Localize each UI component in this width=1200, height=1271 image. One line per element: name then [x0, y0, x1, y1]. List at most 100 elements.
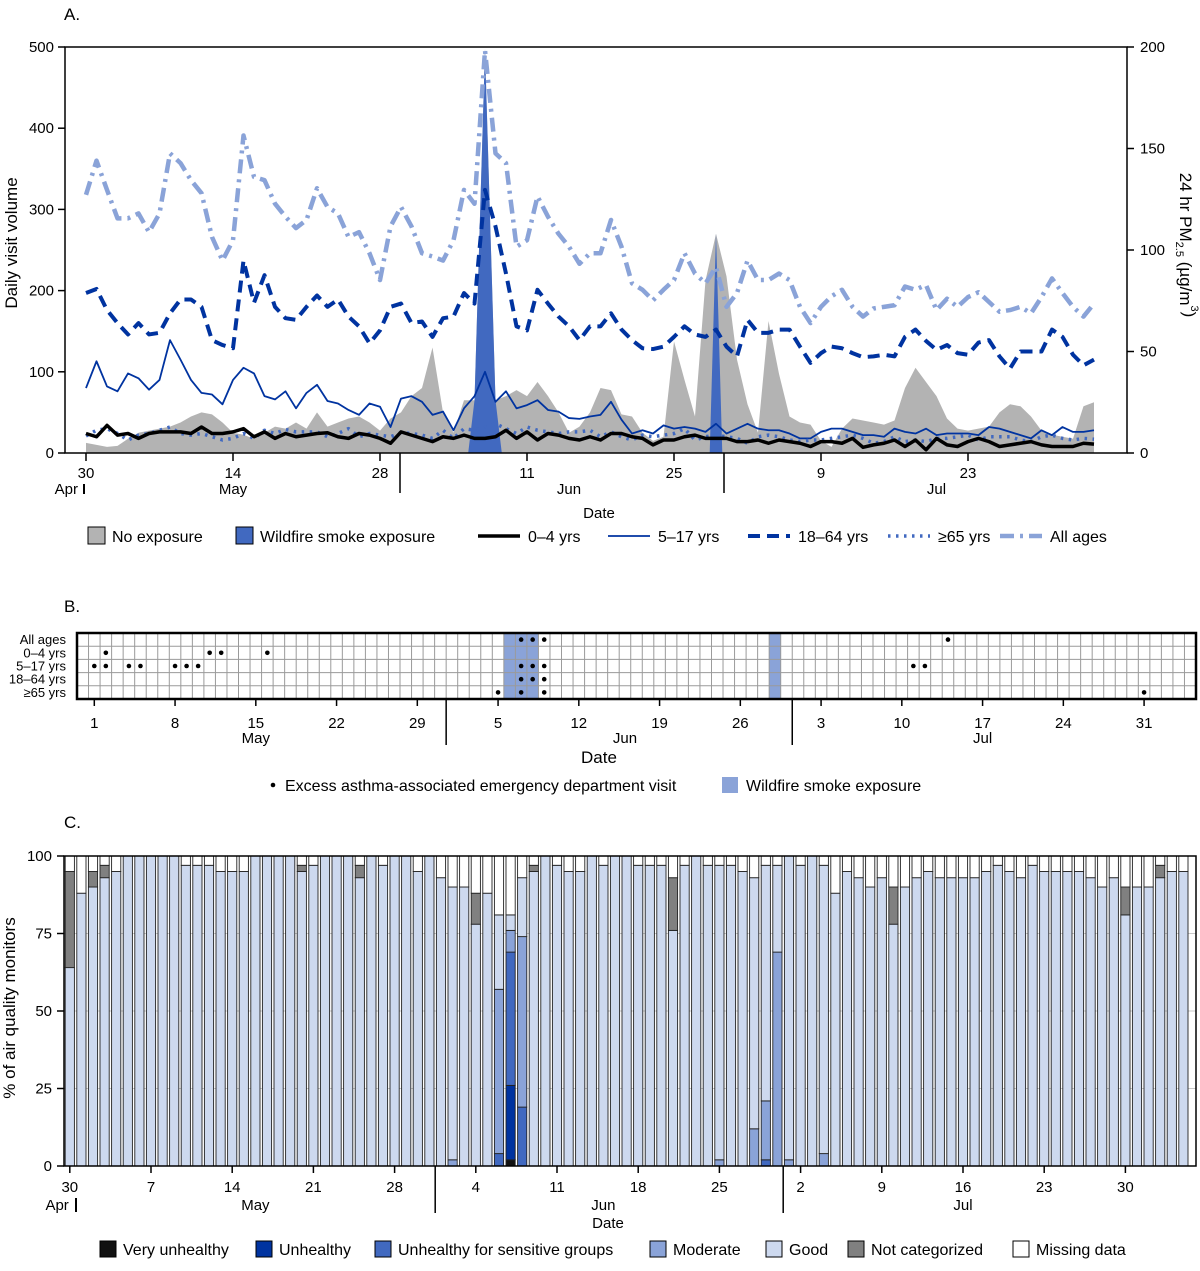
legend-swatch — [99, 1240, 117, 1258]
bar-not_categorized — [87, 871, 99, 888]
bar-good — [795, 864, 806, 1167]
bar-good — [122, 855, 133, 1167]
legend-swatch — [235, 526, 254, 545]
bar-missing — [1097, 855, 1108, 888]
x-tick-label: 9 — [878, 1179, 886, 1196]
bar-good — [401, 855, 412, 1167]
bar-good — [99, 877, 110, 1167]
bar-good — [1178, 871, 1189, 1167]
bar-good — [308, 864, 319, 1167]
bar-usg — [505, 951, 516, 1086]
x-tick-label: 31 — [1136, 715, 1153, 732]
legend-swatch — [649, 1240, 667, 1258]
x-tick-label: 15 — [247, 715, 264, 732]
legend-item-age_0_4: 0–4 yrs — [478, 529, 580, 546]
bar-missing — [192, 855, 203, 866]
bar-missing — [215, 855, 226, 872]
excess-visit-dot — [922, 663, 928, 669]
bar-missing — [633, 855, 644, 866]
x-tick-label: 28 — [372, 465, 389, 482]
bar-good — [250, 855, 261, 1167]
x-tick-label: 30 — [78, 465, 95, 482]
bar-missing — [865, 855, 876, 888]
legend-item-age_5_17: 5–17 yrs — [608, 529, 719, 546]
legend-item-all_ages: All ages — [1000, 529, 1107, 546]
excess-visit-dot — [518, 637, 524, 642]
bar-good — [238, 871, 249, 1167]
bar-good — [981, 871, 992, 1167]
x-tick-label: 4 — [472, 1179, 480, 1196]
bar-good — [911, 877, 922, 1167]
bar-good — [586, 855, 597, 1167]
bar-not_categorized — [296, 864, 307, 872]
legend-item-usg: Unhealthy for sensitive groups — [374, 1240, 613, 1259]
bar-missing — [911, 855, 922, 879]
y-tick-label: 50 — [35, 1003, 52, 1020]
series-line-age_5_17 — [85, 339, 1095, 440]
month-label: Jul — [973, 730, 992, 747]
x-tick-label: 5 — [494, 715, 502, 732]
y-tick-label: 75 — [35, 926, 52, 943]
bar-good — [343, 855, 354, 1167]
excess-visit-dot — [530, 663, 535, 669]
bar-good — [888, 923, 899, 1167]
y2-tick-label: 150 — [1140, 141, 1165, 158]
x-axis-label: Date — [592, 1215, 624, 1232]
bar-good — [841, 871, 853, 1167]
bar-missing — [725, 855, 737, 866]
x-tick-label: 9 — [817, 465, 825, 482]
legend-dot — [270, 782, 276, 788]
bar-good — [505, 914, 516, 931]
bar-good — [946, 877, 957, 1167]
bar-moderate — [447, 1159, 458, 1167]
excess-visit-dot — [138, 663, 143, 669]
bar-good — [366, 855, 377, 1167]
bar-missing — [760, 855, 771, 866]
x-tick-label: 26 — [732, 715, 749, 732]
y-tick-label: 100 — [29, 364, 54, 381]
x-tick-label: 30 — [61, 1179, 78, 1196]
legend-swatch — [722, 777, 738, 793]
bar-good — [470, 923, 481, 1167]
x-tick-label: 16 — [955, 1179, 972, 1196]
legend-label: Missing data — [1036, 1242, 1126, 1259]
bar-missing — [737, 855, 748, 872]
legend-label: ≥65 yrs — [938, 529, 990, 546]
x-axis-label: Date — [583, 505, 615, 522]
excess-visit-dot — [207, 650, 212, 656]
bar-good — [760, 864, 771, 1102]
exposure-column — [769, 633, 781, 699]
bar-missing — [76, 855, 87, 894]
bar-missing — [1131, 855, 1143, 888]
bar-missing — [111, 855, 122, 872]
bar-good — [1120, 914, 1131, 1167]
row-label: 18–64 yrs — [9, 672, 67, 687]
panel-a-label: A. — [64, 5, 80, 24]
month-label: Apr — [45, 1197, 68, 1214]
bar-good — [853, 877, 864, 1167]
excess-visit-dot — [103, 650, 109, 656]
legend-item-good: Good — [765, 1240, 828, 1259]
bar-good — [714, 864, 725, 1161]
bar-good — [691, 855, 702, 1167]
bar-missing — [992, 855, 1003, 866]
bar-missing — [946, 855, 957, 879]
bar-good — [331, 855, 342, 1167]
legend-label: All ages — [1050, 529, 1107, 546]
bar-missing — [435, 855, 447, 879]
y-tick-label: 200 — [29, 283, 54, 300]
y-tick-label: 300 — [29, 201, 54, 218]
bar-not_categorized — [64, 871, 75, 969]
excess-visit-dot — [530, 637, 535, 642]
bar-missing — [714, 855, 725, 866]
bar-good — [424, 855, 435, 1167]
pm25-wildfire-exposure-area — [468, 49, 502, 453]
excess-visit-dot — [518, 663, 524, 669]
legend-swatch — [87, 526, 106, 545]
bar-missing — [64, 855, 75, 872]
bar-good — [134, 855, 145, 1167]
bar-good — [169, 855, 180, 1167]
legend-label: Unhealthy for sensitive groups — [398, 1242, 613, 1259]
excess-visit-dot — [518, 690, 524, 695]
bar-missing — [1120, 855, 1131, 888]
